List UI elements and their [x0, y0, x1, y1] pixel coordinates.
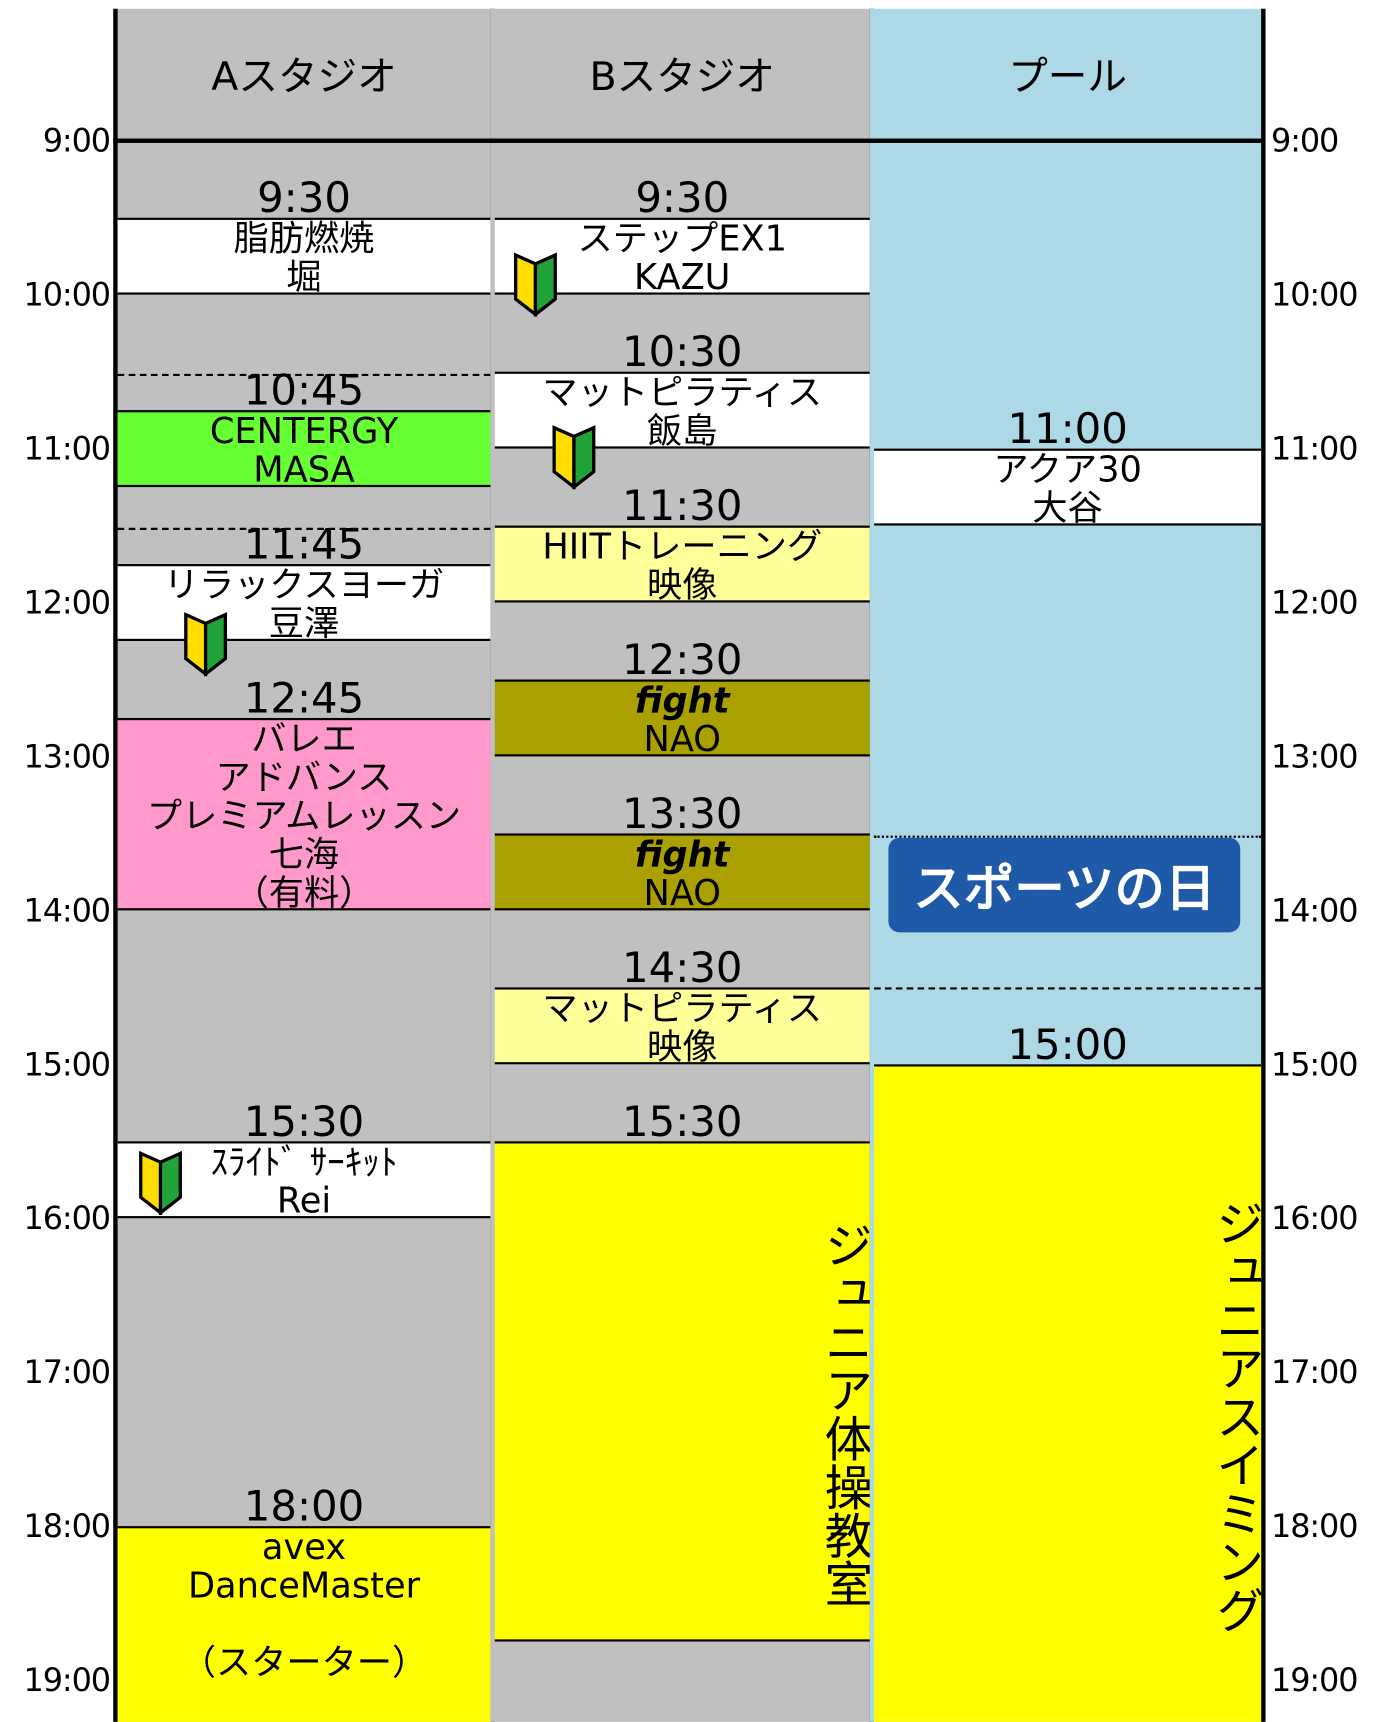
class-text: avex: [261, 1526, 347, 1568]
hour-label: 13:00: [1271, 737, 1358, 776]
time-label: 11:30: [622, 481, 743, 530]
class-text: HIITトレーニング: [542, 525, 823, 568]
class-box: リラックスヨーガ 豆澤: [117, 564, 491, 642]
hour-label: 11:00: [23, 429, 111, 468]
time-label: 9:30: [635, 173, 730, 223]
hour-label: 9:00: [42, 122, 111, 160]
hour-label: 12:00: [1271, 583, 1358, 622]
class-text: ｽﾗｲﾄﾞ ｻｰｷｯﾄ: [210, 1141, 398, 1184]
hour-label: 18:00: [23, 1507, 111, 1545]
time-label: 18:00: [243, 1482, 365, 1531]
class-text: Rei: [276, 1179, 332, 1219]
hour-label: 14:00: [23, 891, 111, 930]
time-label: 11:00: [1007, 404, 1128, 453]
time-label: 10:45: [243, 366, 365, 415]
time-label: 12:45: [243, 673, 365, 723]
class-box: avex DanceMaster （スターター）: [117, 1526, 491, 1722]
hour-label: 13:00: [23, 737, 111, 776]
divider: [874, 835, 1262, 838]
class-text: プレミアムレッスン: [146, 794, 462, 837]
hour-label: 19:00: [1271, 1661, 1358, 1699]
time-label: 10:30: [622, 327, 743, 377]
beginner-icon: [550, 423, 598, 491]
hour-label: 16:00: [23, 1199, 111, 1237]
class-box: fight NAO: [494, 679, 870, 757]
class-text: ジュニア体操教室: [815, 1219, 870, 1607]
time-label: 14:30: [622, 943, 743, 992]
class-text: 堀: [286, 256, 322, 295]
beginner-icon: [136, 1149, 184, 1217]
time-label: 15:00: [1007, 1020, 1128, 1069]
class-text: バレエ: [251, 717, 357, 760]
class-box: バレエ アドバンス プレミアムレッスン 七海 （有料）: [117, 717, 491, 911]
column-header: Bスタジオ: [490, 9, 875, 143]
time-label: 11:45: [243, 520, 365, 569]
class-box: CENTERGY MASA: [117, 410, 491, 488]
time-label: 9:30: [257, 173, 351, 223]
beginner-icon: [511, 251, 559, 318]
class-box: HIITトレーニング 映像: [494, 525, 870, 603]
class-box: ジュニアスイミング: [874, 1064, 1262, 1722]
hour-label: 19:00: [23, 1661, 111, 1699]
class-text: 豆澤: [268, 602, 340, 642]
divider: [874, 987, 1262, 990]
class-text: fight: [634, 833, 730, 876]
class-box: fight NAO: [494, 833, 870, 911]
hour-label: 10:00: [23, 275, 111, 314]
class-text: マットピラティス: [542, 371, 822, 414]
class-text: MASA: [253, 448, 355, 488]
hour-label: 9:00: [1271, 122, 1339, 160]
class-text: アクア30: [993, 448, 1142, 491]
hour-label: 16:00: [1271, 1199, 1358, 1237]
class-box: マットピラティス 飯島: [494, 371, 870, 449]
hour-label: 10:00: [1271, 275, 1358, 314]
class-text: NAO: [643, 717, 721, 757]
class-text: アドバンス: [215, 756, 393, 799]
time-label: 15:30: [243, 1097, 365, 1146]
class-box: アクア30 大谷: [874, 448, 1262, 526]
hour-label: 14:00: [1271, 891, 1358, 930]
time-label: 12:30: [622, 635, 743, 684]
time-label: 13:30: [622, 789, 743, 838]
hour-label: 17:00: [1271, 1353, 1358, 1391]
class-text: KAZU: [634, 256, 731, 295]
class-text: fight: [634, 679, 730, 722]
hour-label: 11:00: [1271, 429, 1358, 468]
divider: [117, 527, 491, 530]
class-text: 飯島: [647, 410, 718, 449]
class-text: 大谷: [1032, 487, 1103, 526]
class-text: リラックスヨーガ: [163, 564, 445, 606]
class-text: 映像: [647, 1025, 718, 1065]
class-text: NAO: [643, 871, 721, 911]
class-text: CENTERGY: [209, 410, 399, 452]
divider: [117, 373, 491, 377]
class-text: 七海: [268, 833, 340, 876]
class-text: ジュニアスイミング: [1207, 1198, 1262, 1634]
column-header: プール: [869, 9, 1266, 143]
class-text: マットピラティス: [542, 987, 822, 1030]
class-text: （スターター）: [180, 1641, 428, 1684]
class-text: [298, 1605, 309, 1643]
time-label: 15:30: [622, 1097, 743, 1146]
class-text: （有料）: [233, 871, 375, 911]
hour-label: 18:00: [1271, 1507, 1358, 1545]
hour-label: 17:00: [23, 1353, 111, 1391]
sign: スポーツの日: [888, 837, 1241, 933]
class-box: 脂肪燃焼堀: [117, 217, 491, 295]
beginner-icon: [181, 610, 229, 678]
class-box: ジュニア体操教室: [494, 1141, 870, 1642]
hour-label: 12:00: [23, 583, 111, 622]
hour-label: 15:00: [1271, 1045, 1358, 1084]
class-text: ステップEX1: [577, 217, 787, 260]
class-text: DanceMaster: [187, 1564, 421, 1607]
class-box: マットピラティス 映像: [494, 987, 870, 1065]
class-text: 脂肪燃焼: [233, 217, 375, 260]
class-text: 映像: [647, 564, 718, 603]
column-header: Aスタジオ: [113, 9, 495, 143]
hour-label: 15:00: [23, 1045, 111, 1084]
class-box: ステップEX1 KAZU: [494, 217, 870, 295]
